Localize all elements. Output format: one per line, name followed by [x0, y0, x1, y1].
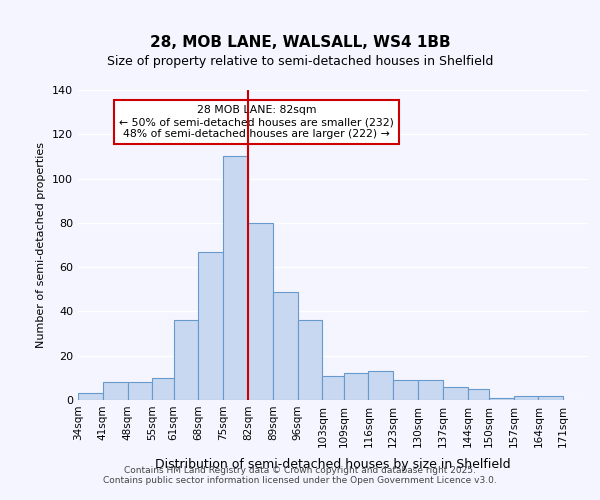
- Bar: [489, 398, 514, 400]
- Bar: [152, 378, 173, 400]
- Text: 28, MOB LANE, WALSALL, WS4 1BB: 28, MOB LANE, WALSALL, WS4 1BB: [149, 35, 451, 50]
- X-axis label: Distribution of semi-detached houses by size in Shelfield: Distribution of semi-detached houses by …: [155, 458, 511, 471]
- Bar: [128, 382, 152, 400]
- Y-axis label: Number of semi-detached properties: Number of semi-detached properties: [37, 142, 46, 348]
- Bar: [78, 394, 103, 400]
- Text: Size of property relative to semi-detached houses in Shelfield: Size of property relative to semi-detach…: [107, 55, 493, 68]
- Bar: [514, 396, 538, 400]
- Bar: [322, 376, 344, 400]
- Bar: [223, 156, 248, 400]
- Text: Contains HM Land Registry data © Crown copyright and database right 2025.
Contai: Contains HM Land Registry data © Crown c…: [103, 466, 497, 485]
- Bar: [418, 380, 443, 400]
- Bar: [368, 371, 393, 400]
- Bar: [443, 386, 467, 400]
- Bar: [393, 380, 418, 400]
- Bar: [248, 223, 273, 400]
- Bar: [298, 320, 322, 400]
- Bar: [199, 252, 223, 400]
- Bar: [273, 292, 298, 400]
- Text: 28 MOB LANE: 82sqm
← 50% of semi-detached houses are smaller (232)
48% of semi-d: 28 MOB LANE: 82sqm ← 50% of semi-detache…: [119, 106, 394, 138]
- Bar: [344, 374, 368, 400]
- Bar: [467, 389, 489, 400]
- Bar: [538, 396, 563, 400]
- Bar: [103, 382, 128, 400]
- Bar: [173, 320, 199, 400]
